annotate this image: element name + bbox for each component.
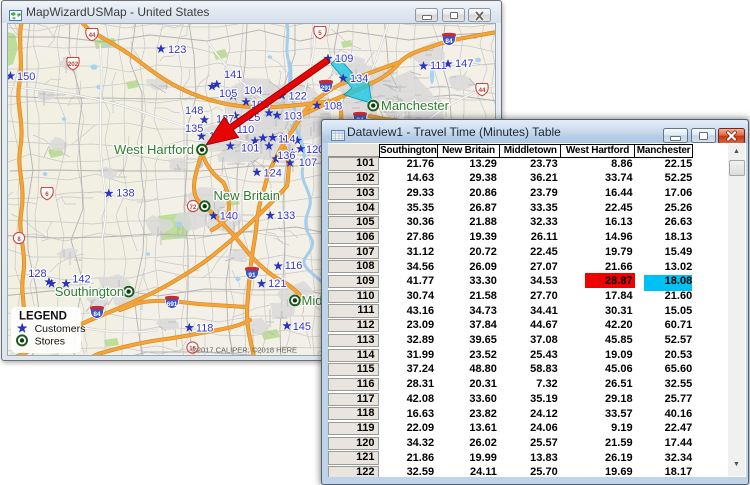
svg-text:291: 291 [321,85,332,92]
svg-text:116: 116 [285,260,303,272]
svg-text:108: 108 [324,100,342,112]
svg-text:120: 120 [306,144,324,156]
svg-text:44: 44 [479,87,486,94]
svg-text:114: 114 [278,134,296,146]
svg-text:202: 202 [68,61,79,68]
svg-text:133: 133 [277,210,295,222]
svg-text:140: 140 [220,211,238,223]
svg-text:134: 134 [350,73,368,85]
svg-text:Stores: Stores [35,336,65,348]
svg-text:135: 135 [185,123,203,135]
svg-text:107: 107 [299,157,317,169]
svg-text:145: 145 [293,321,311,333]
svg-text:147: 147 [455,58,473,70]
svg-text:110: 110 [237,124,255,136]
svg-text:LEGEND: LEGEND [19,311,67,323]
svg-text:Customers: Customers [35,323,86,335]
svg-text:8: 8 [17,237,21,243]
svg-text:101: 101 [241,143,259,155]
svg-text:691: 691 [167,301,178,308]
svg-text:111: 111 [430,60,447,72]
svg-text:©2017 CALIPER; ©2018 HERE: ©2017 CALIPER; ©2018 HERE [191,346,297,355]
svg-text:118: 118 [196,323,214,335]
svg-text:91: 91 [248,272,256,279]
svg-text:84: 84 [93,311,101,318]
svg-text:103: 103 [284,110,302,122]
svg-text:44: 44 [89,32,96,39]
svg-text:138: 138 [116,188,134,200]
svg-text:6: 6 [45,191,49,198]
svg-text:124: 124 [264,167,282,179]
svg-text:136: 136 [277,150,295,162]
svg-text:84: 84 [445,38,453,45]
svg-text:109: 109 [335,53,353,65]
svg-text:Southington: Southington [55,284,124,299]
svg-text:New Britain: New Britain [214,188,280,203]
svg-text:Manchester: Manchester [381,98,450,113]
svg-text:121: 121 [268,278,286,290]
svg-text:West Hartford: West Hartford [114,142,194,157]
svg-text:128: 128 [28,268,46,280]
svg-text:122: 122 [289,91,307,103]
svg-text:15: 15 [189,346,196,352]
svg-text:72: 72 [190,205,197,211]
svg-text:141: 141 [224,69,242,81]
svg-text:104: 104 [244,85,262,97]
svg-text:148: 148 [185,105,203,117]
svg-text:150: 150 [17,71,35,83]
svg-text:5: 5 [318,30,322,37]
svg-text:105: 105 [219,88,237,100]
svg-text:142: 142 [72,273,90,285]
svg-text:123: 123 [168,44,186,56]
